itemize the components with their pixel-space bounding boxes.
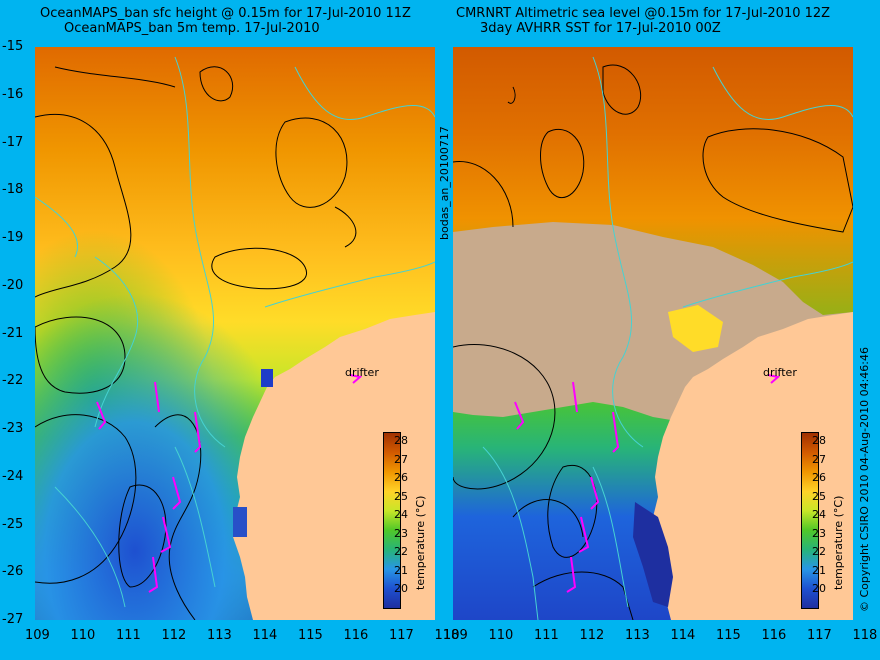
x-tick-label: 114	[670, 628, 696, 643]
colorbar-tick-label: 23	[394, 526, 408, 540]
x-tick-label: 109	[443, 628, 468, 643]
colorbar-tick-label: 28	[812, 434, 826, 447]
y-tick-label: -26	[2, 564, 24, 580]
y-tick-label: -25	[2, 516, 24, 532]
y-tick-label: -15	[2, 39, 24, 54]
left-map-svg	[35, 47, 435, 620]
y-tick-label: -19	[2, 230, 24, 245]
warm-patch	[668, 305, 723, 352]
colorbar-tick-label: 25	[812, 489, 826, 503]
right-colorbar-title: temperature (°C)	[832, 495, 845, 590]
x-tick-label: 115	[298, 628, 323, 643]
y-tick-label: -22	[2, 373, 24, 389]
left-title-line2: OceanMAPS_ban 5m temp. 17-Jul-2010	[64, 21, 320, 36]
colorbar-tick-label: 27	[394, 452, 408, 466]
x-tick-label: 111	[116, 628, 141, 643]
x-tick-label: 113	[625, 628, 650, 643]
cyan-contours	[482, 56, 853, 620]
x-tick-label: 113	[207, 628, 232, 643]
colorbar-tick-label: 20	[812, 582, 826, 595]
left-title-line1: OceanMAPS_ban sfc height @ 0.15m for 17-…	[40, 6, 411, 21]
x-tick-label: 116	[761, 628, 787, 643]
copyright-label: © Copyright CSIRO 2010 04-Aug-2010 04:46…	[858, 346, 871, 612]
drifter-vectors	[514, 374, 781, 593]
x-tick-label: 117	[389, 628, 414, 643]
y-tick-label: -24	[2, 468, 24, 484]
colorbar-tick-label: 20	[394, 582, 408, 595]
x-tick-label: 111	[534, 628, 559, 643]
colorbar-tick-label: 24	[394, 508, 408, 521]
y-tick-label: -20	[2, 277, 24, 293]
colorbar-tick-label: 25	[394, 489, 408, 503]
x-tick-label: 118	[434, 628, 460, 643]
x-tick-label: 118	[852, 628, 878, 643]
colorbar-tick-label: 26	[812, 471, 826, 484]
y-tick-label: -21	[2, 325, 24, 341]
x-tick-label: 116	[343, 628, 369, 643]
left-map	[35, 47, 435, 620]
y-tick-label: -16	[2, 86, 24, 102]
right-map-svg	[453, 47, 853, 620]
drifter-vectors	[96, 374, 363, 593]
right-title-line2: 3day AVHRR SST for 17-Jul-2010 00Z	[480, 21, 721, 36]
x-tick-label: 110	[70, 628, 96, 643]
right-title-line1: CMRNRT Altimetric sea level @0.15m for 1…	[456, 6, 831, 21]
sea-level-contours	[453, 64, 853, 620]
right-colorbar	[801, 432, 819, 609]
colorbar-tick-label: 24	[812, 508, 826, 521]
colorbar-tick-label: 23	[812, 526, 826, 540]
y-tick-label: -17	[2, 134, 24, 150]
x-tick-label: 115	[716, 628, 741, 643]
right-map	[453, 47, 853, 620]
left-drifter-label: drifter	[345, 366, 379, 379]
y-tick-label: -27	[2, 612, 24, 627]
colorbar-tick-label: 21	[812, 563, 826, 577]
coastal-cold-patch	[633, 502, 673, 607]
x-tick-label: 114	[252, 628, 278, 643]
coastal-cold-patch	[261, 369, 273, 387]
right-drifter-label: drifter	[763, 366, 797, 379]
y-tick-label: -18	[2, 182, 24, 198]
left-title: OceanMAPS_ban sfc height @ 0.15m for 17-…	[40, 6, 411, 36]
x-tick-label: 112	[579, 628, 605, 643]
sea-level-contours	[35, 66, 357, 620]
left-colorbar-title: temperature (°C)	[414, 495, 427, 590]
colorbar-tick-label: 22	[812, 545, 826, 558]
x-tick-label: 117	[807, 628, 832, 643]
coastal-cold-patch-2	[233, 507, 247, 537]
left-colorbar	[383, 432, 401, 609]
x-tick-label: 110	[488, 628, 514, 643]
x-tick-label: 109	[25, 628, 50, 643]
y-tick-label: -23	[2, 421, 24, 436]
colorbar-tick-label: 27	[812, 452, 826, 466]
colorbar-tick-label: 21	[394, 563, 408, 577]
colorbar-tick-label: 26	[394, 471, 408, 484]
right-title: CMRNRT Altimetric sea level @0.15m for 1…	[456, 6, 830, 36]
cyan-contours	[35, 56, 435, 608]
colorbar-tick-label: 22	[394, 545, 408, 558]
colorbar-tick-label: 28	[394, 434, 408, 447]
x-tick-label: 112	[161, 628, 187, 643]
run-id-label: bodas_an_20100717	[438, 126, 451, 240]
